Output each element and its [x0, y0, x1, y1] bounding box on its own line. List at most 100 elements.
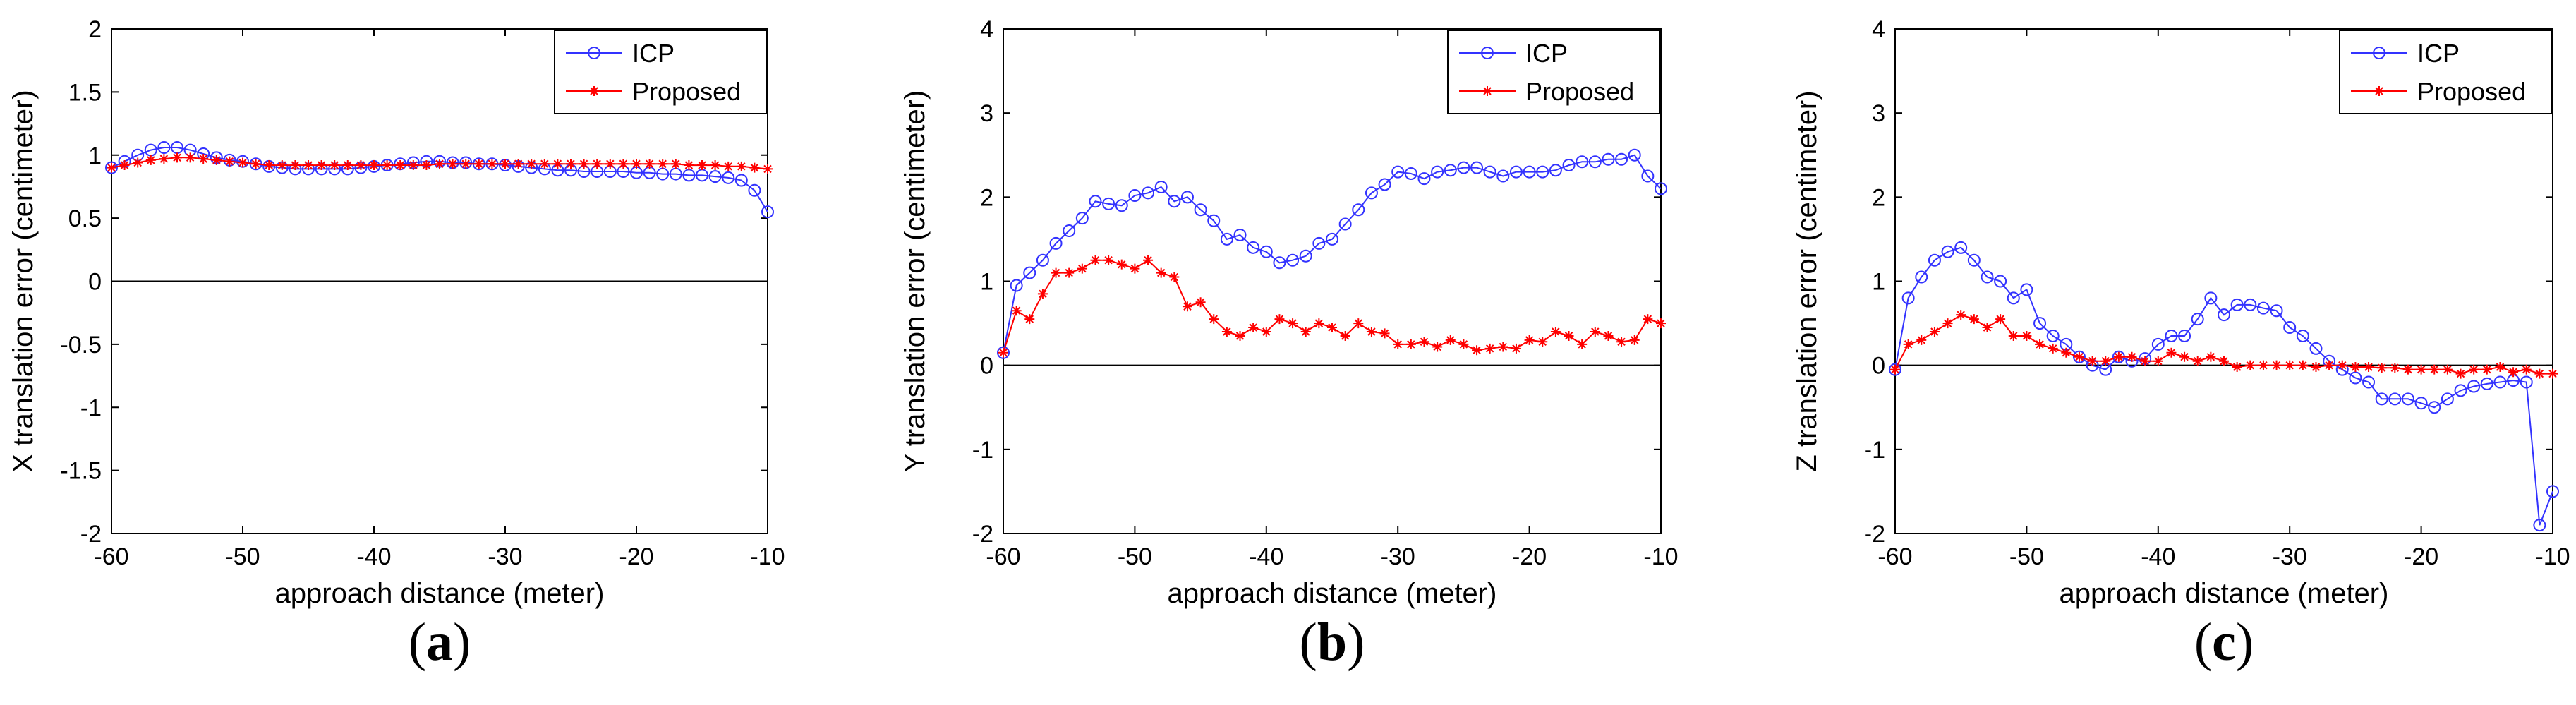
y-tick-label: -0.5 — [60, 332, 102, 358]
data-point — [1616, 337, 1627, 347]
data-point — [2271, 360, 2282, 370]
data-point — [2520, 375, 2533, 389]
data-point — [734, 174, 748, 187]
data-point — [1115, 199, 1128, 212]
panel-label-a: (a) — [409, 613, 471, 672]
data-point — [1472, 345, 1482, 356]
data-point — [1338, 217, 1352, 231]
x-tick-label: -20 — [2404, 543, 2438, 570]
y-axis-label: X translation error (centimeter) — [8, 90, 39, 472]
data-point — [356, 160, 366, 171]
data-point — [670, 159, 681, 169]
legend-marker — [588, 47, 600, 59]
data-point — [1577, 339, 1588, 349]
data-point — [1643, 314, 1653, 325]
data-point — [2429, 364, 2440, 375]
data-point — [145, 155, 156, 165]
data-point — [1484, 343, 1495, 354]
x-tick-label: -40 — [1249, 543, 1283, 570]
data-point — [487, 159, 497, 169]
data-point — [1602, 152, 1615, 166]
y-tick-label: 2 — [980, 184, 993, 211]
data-point — [2324, 360, 2335, 370]
data-point — [1458, 339, 1469, 349]
data-point — [2219, 356, 2229, 366]
data-point — [1576, 155, 1589, 169]
data-point — [2230, 298, 2244, 311]
data-point — [618, 159, 629, 169]
series-proposed — [107, 152, 773, 174]
data-point — [303, 160, 313, 171]
data-point — [1352, 203, 1365, 217]
data-point — [2192, 356, 2203, 366]
y-axis-label: Z translation error (centimeter) — [1791, 90, 1822, 471]
data-point — [2311, 362, 2321, 373]
data-point — [1247, 241, 1260, 254]
data-point — [2100, 356, 2111, 366]
data-point — [2414, 397, 2428, 410]
data-point — [1194, 203, 1207, 217]
x-tick-label: -50 — [1118, 543, 1152, 570]
data-point — [1523, 165, 1536, 179]
data-point — [1036, 253, 1049, 267]
data-point — [250, 159, 261, 169]
x-tick-label: -40 — [356, 543, 391, 570]
panel-label-c: (c) — [2194, 613, 2254, 672]
data-point — [107, 162, 116, 173]
data-point — [2495, 362, 2505, 373]
data-point — [1023, 266, 1036, 279]
data-point — [2245, 360, 2256, 370]
data-point — [2548, 368, 2558, 379]
data-point — [1142, 186, 1155, 200]
legend-label: ICP — [1525, 39, 1568, 68]
y-tick-label: -2 — [1864, 521, 1885, 548]
data-point — [119, 160, 130, 171]
legend-marker — [589, 86, 599, 96]
data-point — [2364, 362, 2374, 373]
data-point — [1967, 253, 1981, 267]
legend-label: ICP — [2417, 39, 2460, 68]
data-point — [1063, 224, 1076, 237]
data-point — [1890, 364, 1900, 375]
data-point — [539, 159, 550, 169]
data-point — [723, 161, 734, 171]
data-point — [2469, 364, 2479, 375]
y-tick-label: 4 — [1872, 16, 1885, 43]
data-point — [264, 160, 274, 171]
data-point — [1444, 164, 1457, 177]
data-point — [1511, 343, 1521, 354]
data-point — [1024, 314, 1035, 325]
data-point — [2179, 351, 2190, 362]
paren-close: ) — [1347, 613, 1365, 672]
data-point — [408, 160, 418, 171]
data-point — [2375, 392, 2388, 406]
data-point — [1195, 297, 1206, 308]
data-point — [1470, 161, 1484, 174]
data-point — [1299, 249, 1312, 263]
data-point — [1378, 178, 1391, 191]
data-point — [1075, 212, 1089, 225]
y-tick-label: -2 — [80, 521, 102, 548]
data-point — [1928, 253, 1941, 267]
data-point — [461, 159, 471, 169]
legend-marker — [2373, 47, 2385, 59]
data-point — [2285, 360, 2295, 370]
data-point — [997, 346, 1010, 359]
legend-box — [1447, 30, 1660, 114]
data-point — [1259, 245, 1273, 258]
data-point — [2113, 351, 2124, 362]
data-point — [736, 161, 746, 171]
data-point — [2127, 351, 2137, 362]
chart-panel-a: -60 -50 -40 -30 -20 -10 -2 -1.5 -1 -0.5 0 0.5 1 1.5 2 a… — [8, 16, 785, 609]
y-tick-label: -2 — [972, 521, 993, 548]
data-point — [1564, 330, 1574, 341]
data-point — [2362, 375, 2376, 389]
data-point — [382, 160, 392, 171]
data-point — [2455, 368, 2466, 379]
x-axis-label: approach distance (meter) — [1168, 578, 1497, 609]
data-point — [2256, 301, 2270, 315]
data-point — [2206, 351, 2216, 362]
data-point — [1130, 263, 1140, 274]
data-point — [1916, 335, 1927, 345]
data-point — [2283, 321, 2297, 335]
